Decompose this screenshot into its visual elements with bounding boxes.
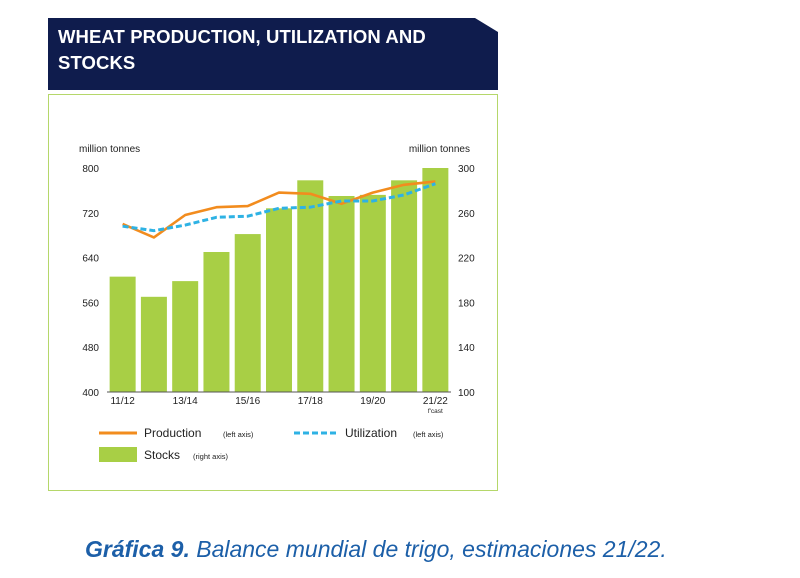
stocks-bar	[297, 180, 324, 392]
production-line	[122, 180, 436, 239]
chart-header: WHEAT PRODUCTION, UTILIZATION AND STOCKS	[48, 18, 498, 90]
right-tick-label: 180	[458, 298, 475, 309]
caption-label: Gráfica 9.	[85, 536, 190, 562]
legend-utilization-label: Utilization	[345, 426, 397, 440]
chart-panel: million tonnes million tonnes 400 480 560 640…	[48, 94, 498, 491]
right-axis-label: million tonnes	[409, 144, 470, 155]
caption-text: Balance mundial de trigo, estimaciones 2…	[189, 536, 667, 562]
legend-stocks-note: (right axis)	[193, 452, 229, 461]
stocks-bar	[359, 194, 386, 392]
stocks-bar	[422, 168, 449, 392]
x-tick-label: 17/18	[298, 396, 323, 407]
legend-utilization-note: (left axis)	[413, 430, 444, 439]
right-tick-label: 300	[458, 164, 475, 175]
right-tick-label: 260	[458, 209, 475, 220]
left-tick-label: 800	[82, 164, 99, 175]
left-tick-label: 720	[82, 209, 99, 220]
utilization-line	[122, 182, 436, 233]
left-tick-label: 480	[82, 343, 99, 354]
right-tick-label: 220	[458, 254, 475, 265]
left-axis-label: million tonnes	[79, 144, 140, 155]
left-tick-label: 400	[82, 388, 99, 399]
left-tick-label: 640	[82, 254, 99, 265]
legend-stocks-swatch	[99, 447, 137, 462]
left-tick-label: 560	[82, 298, 99, 309]
right-tick-label: 100	[458, 388, 475, 399]
stocks-bar	[391, 180, 418, 392]
x-tick-label: 13/14	[173, 396, 198, 407]
x-tick-label: 11/12	[110, 396, 135, 407]
stocks-bar	[328, 196, 355, 392]
stocks-bar	[234, 234, 261, 392]
x-tick-sublabel: f'cast	[428, 408, 443, 415]
figure-caption: Gráfica 9. Balance mundial de trigo, est…	[85, 536, 785, 563]
stocks-bar	[266, 208, 292, 392]
legend-production-note: (left axis)	[223, 430, 254, 439]
x-tick-label: 19/20	[360, 396, 385, 407]
stocks-bar	[109, 276, 136, 392]
stocks-bar	[140, 296, 167, 392]
legend-stocks-label: Stocks	[144, 448, 180, 462]
legend-production-label: Production	[144, 426, 201, 440]
x-tick-label: 21/22	[423, 396, 448, 407]
chart-title: WHEAT PRODUCTION, UTILIZATION AND STOCKS	[58, 26, 426, 73]
stocks-bar	[172, 281, 199, 392]
stocks-bar	[203, 252, 230, 392]
x-tick-label: 15/16	[235, 396, 260, 407]
chart-svg: million tonnes million tonnes 400 480 560 640…	[79, 144, 475, 462]
right-tick-label: 140	[458, 343, 475, 354]
